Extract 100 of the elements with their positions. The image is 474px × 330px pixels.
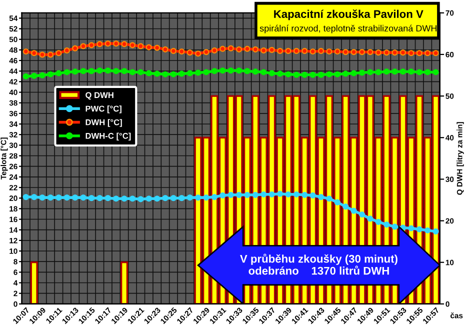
point <box>154 70 160 77</box>
point <box>392 68 398 75</box>
point <box>220 68 226 74</box>
point <box>334 199 340 206</box>
point <box>408 225 414 232</box>
point <box>252 68 258 75</box>
point <box>392 50 398 56</box>
point <box>80 194 86 201</box>
point <box>72 194 78 201</box>
point <box>64 47 70 54</box>
point <box>113 68 120 74</box>
point <box>170 195 177 202</box>
point <box>39 52 46 58</box>
point <box>88 42 95 48</box>
point <box>384 221 390 228</box>
legend-label: DWH-C [°C] <box>86 132 131 140</box>
point <box>228 45 234 52</box>
point <box>64 69 70 76</box>
point <box>268 191 275 198</box>
point <box>154 196 160 202</box>
point <box>121 68 128 74</box>
point <box>228 68 234 74</box>
point <box>64 194 70 201</box>
point <box>104 40 111 47</box>
point <box>367 69 374 76</box>
point <box>432 50 439 56</box>
point <box>220 46 226 52</box>
point <box>310 48 316 55</box>
bar <box>120 262 128 304</box>
point <box>276 190 284 197</box>
point <box>31 194 38 200</box>
point <box>244 68 250 74</box>
point <box>113 40 120 47</box>
point <box>31 50 38 56</box>
point <box>358 48 366 56</box>
point <box>203 194 210 201</box>
point <box>342 48 349 56</box>
point <box>88 68 95 74</box>
point <box>39 194 46 201</box>
point <box>194 194 202 201</box>
point <box>367 48 374 56</box>
point <box>358 211 366 218</box>
point <box>392 224 398 230</box>
point <box>326 71 332 78</box>
point <box>129 196 136 202</box>
point <box>293 191 300 198</box>
point <box>342 204 349 210</box>
point <box>170 71 177 78</box>
point <box>293 72 300 78</box>
point <box>375 50 382 56</box>
point <box>432 228 439 234</box>
point <box>400 68 406 75</box>
legend-label: Q DWH <box>86 92 114 100</box>
point <box>424 50 431 56</box>
point <box>194 50 202 57</box>
point <box>56 50 62 56</box>
point <box>88 195 95 202</box>
point <box>350 208 357 214</box>
point <box>80 68 86 74</box>
point <box>96 68 103 74</box>
point <box>80 43 86 50</box>
point <box>211 68 218 74</box>
text: spirální rozvod, teplotně strabilizovaná DWH <box>260 24 436 34</box>
legend-label: DWH [°C] <box>86 119 122 127</box>
point <box>178 48 185 55</box>
point <box>326 48 332 55</box>
point <box>47 194 54 201</box>
point <box>178 195 185 202</box>
point <box>432 69 439 76</box>
point <box>310 72 316 78</box>
point <box>384 50 390 56</box>
point <box>22 73 29 80</box>
point <box>367 216 374 222</box>
point <box>186 194 193 201</box>
point <box>318 194 324 200</box>
point <box>400 50 406 56</box>
point <box>178 70 185 77</box>
point <box>121 41 128 48</box>
point <box>342 70 349 77</box>
point <box>260 47 267 54</box>
point <box>96 41 103 48</box>
point <box>276 48 284 54</box>
point <box>96 195 103 202</box>
point <box>211 47 218 54</box>
point <box>244 192 250 198</box>
annotation: V průběhu zkoušky (30 minut) odebráno 1370 litrů DWH <box>240 254 398 275</box>
point <box>276 70 284 77</box>
point <box>375 69 382 76</box>
point <box>186 70 193 76</box>
point <box>260 69 267 76</box>
point <box>416 226 422 232</box>
point <box>104 68 111 74</box>
point <box>416 69 422 76</box>
legend-label: PWC [°C] <box>86 106 122 114</box>
point <box>138 69 144 76</box>
point <box>22 48 29 55</box>
point <box>162 46 168 52</box>
point <box>47 71 54 78</box>
point <box>310 192 316 198</box>
point <box>350 70 357 76</box>
